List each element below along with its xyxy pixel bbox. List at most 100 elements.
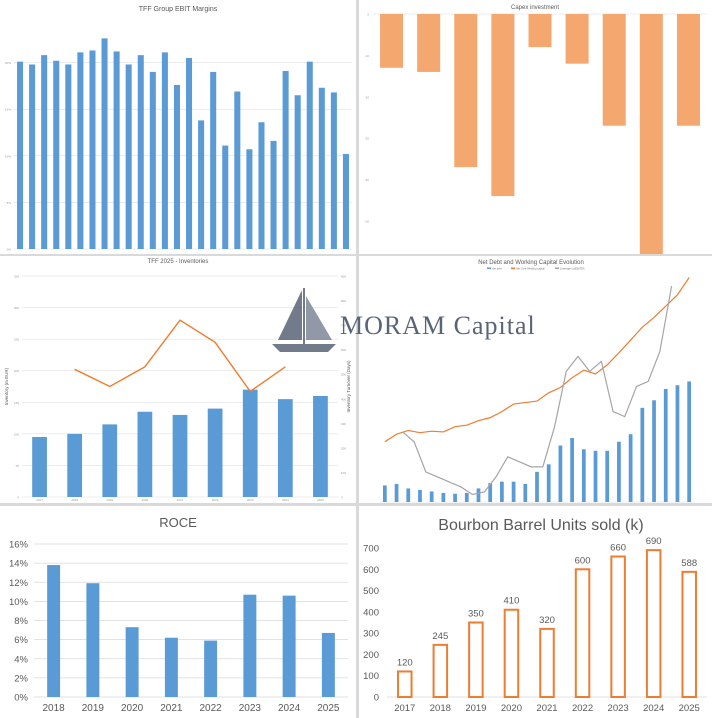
bar <box>313 395 328 497</box>
bar <box>441 492 446 502</box>
x-tick-label: 2022 <box>212 498 219 502</box>
legend-swatch <box>555 267 559 270</box>
vertical-divider <box>356 0 359 718</box>
x-tick-label: 2022 <box>200 703 223 714</box>
bar <box>342 153 349 249</box>
bar <box>234 91 241 249</box>
bar <box>382 485 387 502</box>
x-tick-label: 2022 <box>572 703 593 714</box>
bar <box>246 149 253 249</box>
y-tick-label: -10 <box>365 54 370 58</box>
y2-tick-label: 800 <box>341 299 346 303</box>
y-tick-label: 400 <box>363 607 379 618</box>
bar <box>681 570 697 698</box>
bar <box>418 489 422 502</box>
x-tick-label: 2017 <box>394 703 415 714</box>
bar <box>558 445 563 502</box>
bar <box>222 145 229 249</box>
roce-panel: ROCE 0% 2% 4% 6% 8% 10% 12% 14% 16% 2018 2019 2020 20… <box>0 506 356 718</box>
y-tick-label: 4% <box>14 654 28 665</box>
y2-tick-label: 900 <box>341 275 346 279</box>
bar <box>321 632 335 697</box>
y-tick-label: 100 <box>14 432 19 436</box>
y-tick-label: 16% <box>9 540 29 551</box>
bar <box>468 621 484 698</box>
bar <box>639 14 663 254</box>
y-tick-label: 10% <box>5 154 11 158</box>
bar <box>306 61 313 249</box>
capex-chart: Capex investment 0 -10 -20 -30 -40 -50 <box>365 5 707 254</box>
bar <box>546 464 551 502</box>
sailboat-logo <box>272 288 336 352</box>
x-tick-label: 2018 <box>430 703 451 714</box>
x-tick-label: 2020 <box>501 703 522 714</box>
bar <box>602 14 626 126</box>
ebit-margins-panel: TFF Group EBIT Margins 0% 5% 10% 15% 20% <box>0 0 356 255</box>
bar <box>406 488 411 502</box>
chart-title: Net Debt and Working Capital Evolution <box>478 260 584 266</box>
y-tick-label: 10% <box>9 597 29 608</box>
bar <box>137 55 144 250</box>
y2-axis-label: Inventory Turnover (Days) <box>346 360 351 413</box>
x-tick-label: 2019 <box>465 703 486 714</box>
y-tick-label: -50 <box>365 219 370 223</box>
bar <box>258 122 265 249</box>
legend-swatch <box>487 267 491 270</box>
bar <box>164 637 178 697</box>
x-tick-label: 2023 <box>247 498 254 502</box>
ebit-margins-chart: TFF Group EBIT Margins 0% 5% 10% 15% 20% <box>5 6 352 252</box>
roce-chart: ROCE 0% 2% 4% 6% 8% 10% 12% 14% 16% 2018 2019 2020 20… <box>9 515 348 714</box>
data-label: 350 <box>468 609 484 620</box>
y-tick-label: -40 <box>365 178 370 182</box>
bar <box>640 407 645 502</box>
bar <box>593 450 598 502</box>
watermark-text: MORAM Capital <box>340 311 536 340</box>
bar <box>645 549 662 698</box>
y-tick-label: 2% <box>14 673 28 684</box>
y-tick-label: 350 <box>14 275 19 279</box>
bar <box>277 399 293 497</box>
y-tick-label: 15% <box>5 108 11 112</box>
bar <box>207 408 223 497</box>
bar <box>242 389 258 497</box>
data-label: 600 <box>575 555 591 566</box>
bar <box>67 433 83 497</box>
data-label: 660 <box>610 543 626 554</box>
legend-label: Net Core Working capital <box>516 267 545 271</box>
data-label: 410 <box>504 596 520 607</box>
horizontal-divider-bottom <box>0 503 712 506</box>
netdebt-chart: Net Debt and Working Capital EvolutionNe… <box>379 260 695 503</box>
y2-tick-label: 400 <box>341 397 346 401</box>
y2-tick-label: 300 <box>341 422 346 426</box>
line-series-working-capital <box>384 277 690 443</box>
bar <box>243 594 257 697</box>
y-tick-label: -30 <box>365 137 370 141</box>
y-tick-label: 600 <box>363 565 379 576</box>
y-tick-label: 14% <box>9 559 29 570</box>
x-tick-label: 2023 <box>239 703 262 714</box>
y-tick-label: 300 <box>363 629 379 640</box>
bar <box>330 92 337 249</box>
y-tick-label: 0% <box>14 693 28 704</box>
y2-tick-label: 700 <box>341 324 346 328</box>
bar <box>488 483 493 502</box>
bar <box>318 87 325 249</box>
line-series-leverage <box>402 285 673 496</box>
y2-tick-label: 0 <box>341 496 343 500</box>
bar <box>454 14 478 168</box>
bar <box>89 50 96 249</box>
x-tick-label: 2025 <box>317 703 340 714</box>
bar <box>676 14 700 126</box>
x-tick-label: 2024 <box>282 498 289 502</box>
bar <box>380 14 404 68</box>
bar <box>47 565 61 697</box>
bar <box>429 491 434 502</box>
bar <box>687 381 692 502</box>
y-tick-label: -20 <box>365 95 370 99</box>
bar <box>417 14 441 72</box>
x-tick-label: 2021 <box>177 498 184 502</box>
x-tick-label: 2024 <box>278 703 301 714</box>
bar <box>101 38 108 250</box>
bar <box>125 64 132 250</box>
bar <box>574 568 591 698</box>
